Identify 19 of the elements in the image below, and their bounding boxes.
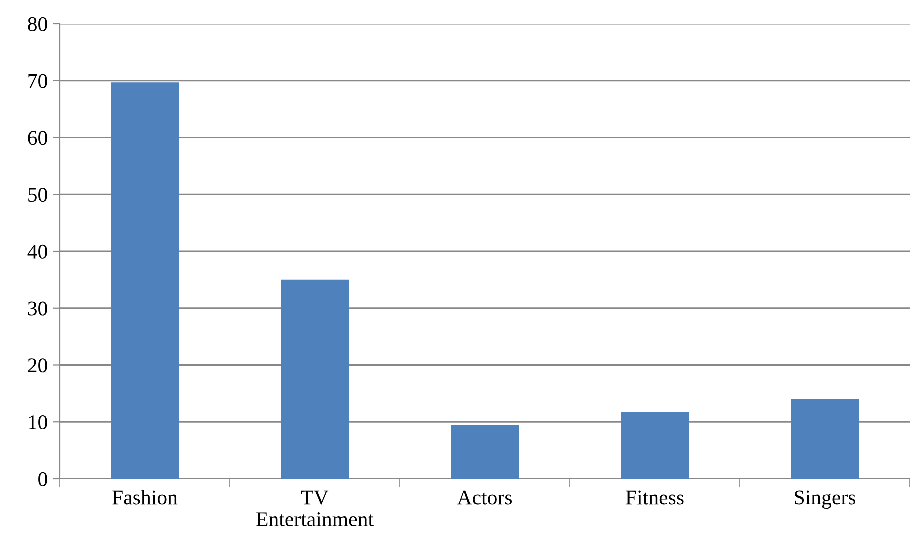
bar [621,412,689,479]
bar [111,82,179,479]
x-tick-label: TV Entertainment [256,490,374,527]
y-tick-label: 70 [28,74,48,88]
y-tick-label: 40 [28,244,48,259]
x-tick-label: Fitness [626,490,684,505]
x-tick-label: Actors [457,490,512,505]
y-tick-label: 30 [28,302,48,316]
x-tick-label: Singers [795,490,856,510]
y-tick-label: 80 [28,17,48,32]
bar [281,280,349,479]
bar [451,426,519,479]
bar [791,399,859,479]
y-tick-label: 10 [29,416,48,430]
y-tick-label: 20 [28,358,48,373]
y-tick-label: 0 [38,472,48,486]
x-tick-label: Fashion [112,490,178,505]
y-tick-label: 60 [28,131,48,146]
y-tick-label: 50 [28,188,48,202]
